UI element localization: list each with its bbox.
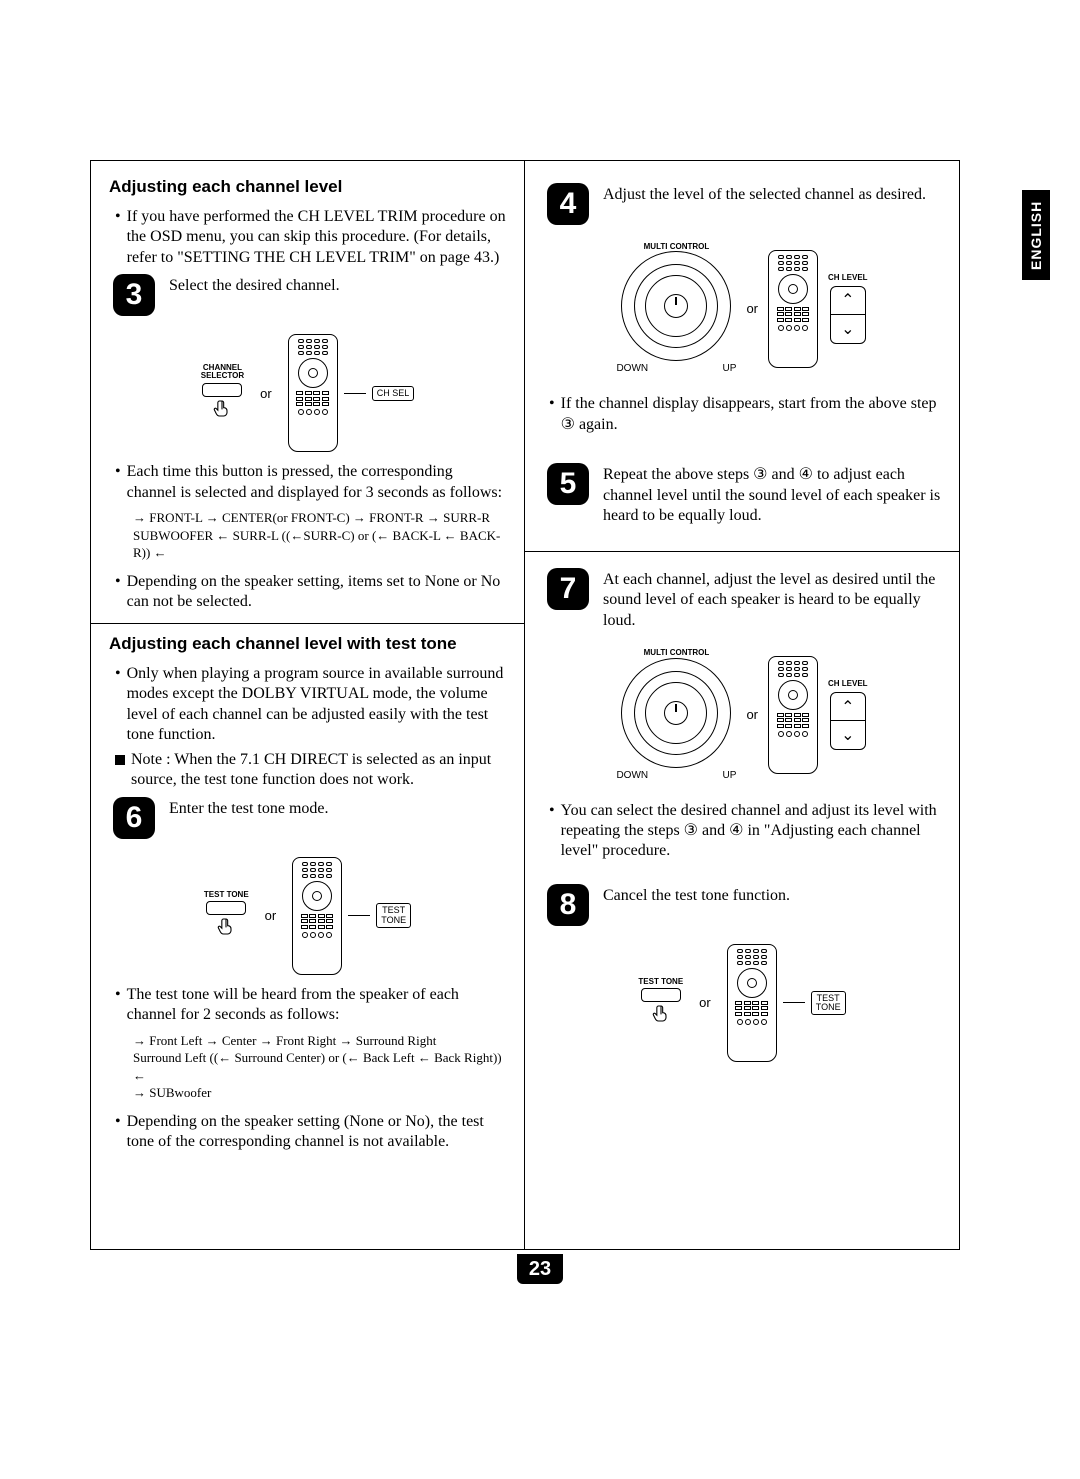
testtone-b1: Only when playing a program source in av… [109, 664, 506, 746]
multi-control-label: MULTI CONTROL [644, 649, 710, 657]
step-4: 4 Adjust the level of the selected chann… [547, 183, 941, 225]
section-title-adjust: Adjusting each channel level [109, 177, 506, 197]
testtone-b2: The test tone will be heard from the spe… [109, 985, 506, 1026]
multi-control-dial-icon [621, 251, 731, 361]
testtone-button-icon [641, 988, 681, 1002]
testtone-btn-label: TEST TONE [204, 891, 249, 899]
remote-icon [727, 944, 777, 1062]
step-8-number: 8 [547, 884, 589, 926]
step-8: 8 Cancel the test tone function. [547, 884, 941, 926]
or-label: or [260, 386, 272, 401]
testtone-button-icon [206, 901, 246, 915]
step-7: 7 At each channel, adjust the level as d… [547, 568, 941, 631]
chlevel-label: CH LEVEL [828, 680, 868, 688]
repeat-bullet: You can select the desired channel and a… [543, 801, 941, 862]
right-column: 4 Adjust the level of the selected chann… [525, 161, 959, 1249]
step-6-graphic: TEST TONE or TEST TONE [109, 857, 506, 975]
finger-press-icon [216, 917, 236, 941]
chlevel-label: CH LEVEL [828, 274, 868, 282]
or-label: or [699, 995, 711, 1010]
step-4-number: 4 [547, 183, 589, 225]
testtone-b3: Depending on the speaker setting (None o… [109, 1112, 506, 1153]
step-4-graphic: MULTI CONTROL DOWN UP or CH LEVEL ⌃⌄ [543, 243, 941, 374]
chsel-callout: CH SEL [372, 386, 415, 401]
remote-icon [292, 857, 342, 975]
step-7-number: 7 [547, 568, 589, 610]
multi-control-label: MULTI CONTROL [644, 243, 710, 251]
multi-control-dial-icon [621, 658, 731, 768]
remote-icon [768, 656, 818, 774]
channel-selector-label: CHANNEL SELECTOR [201, 364, 244, 381]
down-label: DOWN [616, 770, 648, 781]
disappear-bullet: If the channel display disappears, start… [543, 394, 941, 435]
testtone-flow: → Front Left → Center → Front Right → Su… [133, 1032, 506, 1102]
each-press-bullet: Each time this button is pressed, the co… [109, 462, 506, 503]
or-label: or [746, 707, 758, 722]
step-6: 6 Enter the test tone mode. [113, 797, 506, 839]
finger-press-icon [651, 1004, 671, 1028]
page-frame: Adjusting each channel level If you have… [90, 160, 960, 1250]
step-6-number: 6 [113, 797, 155, 839]
step-5-text: Repeat the above steps ③ and ④ to adjust… [603, 463, 941, 526]
step-3-graphic: CHANNEL SELECTOR or CH SEL [109, 334, 506, 452]
up-label: UP [723, 363, 737, 374]
intro-bullet: If you have performed the CH LEVEL TRIM … [109, 207, 506, 268]
testtone-btn-label: TEST TONE [638, 978, 683, 986]
section-title-testtone: Adjusting each channel level with test t… [109, 634, 506, 654]
step-4-text: Adjust the level of the selected channel… [603, 183, 926, 205]
left-column: Adjusting each channel level If you have… [91, 161, 525, 1249]
testtone-note: Note : When the 7.1 CH DIRECT is selecte… [109, 750, 506, 791]
channel-selector-button-icon [202, 383, 242, 397]
step-8-graphic: TEST TONE or TEST TONE [543, 944, 941, 1062]
remote-icon [768, 250, 818, 368]
chlevel-updown-icon: ⌃⌄ [830, 692, 866, 750]
step-6-text: Enter the test tone mode. [169, 797, 329, 819]
language-tab: ENGLISH [1022, 190, 1050, 280]
chlevel-updown-icon: ⌃⌄ [830, 286, 866, 344]
or-label: or [265, 908, 277, 923]
step-8-text: Cancel the test tone function. [603, 884, 790, 906]
step-3-text: Select the desired channel. [169, 274, 340, 296]
depend-bullet: Depending on the speaker setting, items … [109, 572, 506, 613]
remote-icon [288, 334, 338, 452]
up-label: UP [723, 770, 737, 781]
testtone-callout: TEST TONE [811, 991, 846, 1016]
step-5: 5 Repeat the above steps ③ and ④ to adju… [547, 463, 941, 526]
finger-press-icon [212, 399, 232, 423]
down-label: DOWN [616, 363, 648, 374]
step-5-number: 5 [547, 463, 589, 505]
step-3-number: 3 [113, 274, 155, 316]
or-label: or [746, 301, 758, 316]
testtone-callout: TEST TONE [376, 903, 411, 928]
step-7-text: At each channel, adjust the level as des… [603, 568, 941, 631]
channel-flow: → FRONT-L → CENTER(or FRONT-C) → FRONT-R… [133, 509, 506, 562]
page-number: 23 [517, 1254, 563, 1284]
step-7-graphic: MULTI CONTROL DOWN UP or CH LEVEL ⌃⌄ [543, 649, 941, 780]
step-3: 3 Select the desired channel. [113, 274, 506, 316]
